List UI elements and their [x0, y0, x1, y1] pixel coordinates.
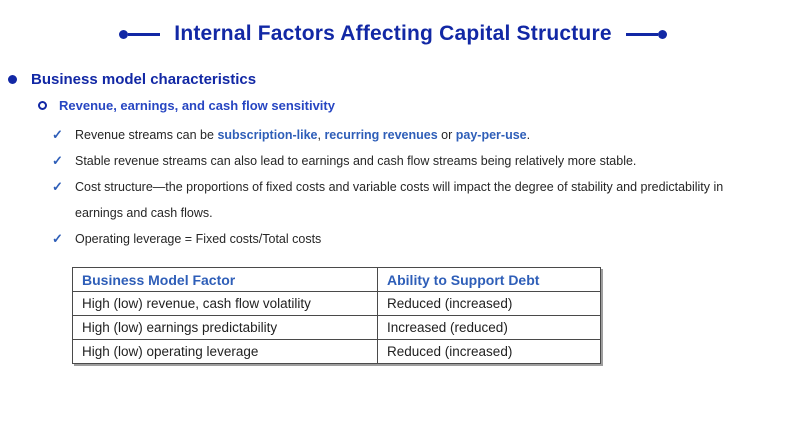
level1-bullet-row: Business model characteristics: [8, 71, 786, 88]
table-cell: High (low) earnings predictability: [72, 315, 378, 340]
hollow-circle-bullet-icon: [38, 101, 47, 110]
business-model-table-wrap: Business Model Factor Ability to Support …: [72, 267, 601, 364]
check-list: ✓ Revenue streams can be subscription-lik…: [0, 122, 786, 252]
level2-heading: Revenue, earnings, and cash flow sensiti…: [59, 98, 335, 113]
title-right-ornament: [625, 29, 667, 39]
table-header-row: Business Model Factor Ability to Support …: [72, 267, 601, 292]
check-icon: ✓: [52, 179, 63, 194]
table-row: High (low) revenue, cash flow volatility…: [72, 291, 601, 316]
check-icon: ✓: [52, 127, 63, 142]
check-text: ,: [317, 128, 325, 142]
check-icon: ✓: [52, 231, 63, 246]
check-text: .: [526, 128, 531, 142]
ornament-line: [128, 32, 161, 36]
filled-circle-bullet-icon: [8, 75, 17, 84]
table-row: High (low) earnings predictability Increa…: [72, 315, 601, 340]
business-model-table: Business Model Factor Ability to Support …: [72, 267, 601, 364]
table-cell: Increased (reduced): [377, 315, 601, 340]
page-title: Internal Factors Affecting Capital Struc…: [174, 22, 612, 45]
table-column-header: Ability to Support Debt: [377, 267, 601, 292]
slide-title-row: Internal Factors Affecting Capital Struc…: [0, 22, 786, 46]
table-cell: High (low) operating leverage: [72, 339, 378, 364]
check-text: Stable revenue streams can also lead to …: [75, 154, 637, 168]
title-left-ornament: [119, 29, 161, 39]
emphasis-term: pay-per-use: [455, 128, 527, 142]
table-column-header: Business Model Factor: [72, 267, 378, 292]
check-icon: ✓: [52, 153, 63, 168]
emphasis-term: recurring revenues: [324, 128, 438, 142]
table-cell: Reduced (increased): [377, 339, 601, 364]
check-item: ✓ Revenue streams can be subscription-lik…: [52, 122, 758, 148]
bullet-dot-icon: [119, 29, 129, 39]
check-item: ✓ Cost structure—the proportions of fixed…: [52, 174, 758, 226]
check-text: Operating leverage = Fixed costs/Total c…: [75, 232, 322, 246]
check-text: Cost structure—the proportions of fixed …: [75, 180, 724, 220]
level2-bullet-row: Revenue, earnings, and cash flow sensiti…: [38, 98, 786, 113]
level1-heading: Business model characteristics: [31, 71, 257, 88]
check-text: Revenue streams can be: [75, 128, 218, 142]
ornament-line: [625, 32, 658, 36]
table-body: High (low) revenue, cash flow volatility…: [72, 291, 601, 364]
bullet-dot-icon: [657, 29, 667, 39]
check-text: or: [437, 128, 456, 142]
emphasis-term: subscription-like: [217, 128, 318, 142]
check-item: ✓ Stable revenue streams can also lead to…: [52, 148, 758, 174]
table-cell: High (low) revenue, cash flow volatility: [72, 291, 378, 316]
table-cell: Reduced (increased): [377, 291, 601, 316]
check-item: ✓ Operating leverage = Fixed costs/Total …: [52, 226, 758, 252]
table-row: High (low) operating leverage Reduced (in…: [72, 339, 601, 364]
